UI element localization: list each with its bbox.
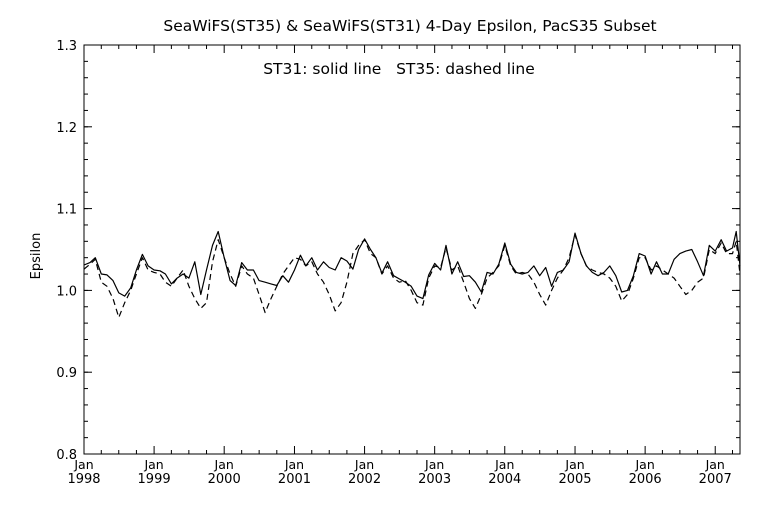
x-tick-year-label: 2003 [418, 472, 451, 487]
y-tick-label: 1.1 [56, 203, 77, 218]
x-tick-month-label: Jan [214, 457, 234, 472]
x-tick-year-label: 2007 [699, 472, 732, 487]
x-tick-month-label: Jan [634, 457, 654, 472]
x-tick-year-label: 1999 [138, 472, 171, 487]
x-tick-month-label: Jan [424, 457, 444, 472]
x-tick-year-label: 2004 [488, 472, 521, 487]
y-tick-label: 0.8 [56, 448, 77, 463]
x-tick-month-label: Jan [143, 457, 163, 472]
y-tick-label: 0.9 [56, 366, 77, 381]
chart-annotation: ST31: solid line ST35: dashed line [263, 60, 535, 78]
series-line-st31 [83, 230, 741, 300]
x-tick-month-label: Jan [354, 457, 374, 472]
chart-title: SeaWiFS(ST35) & SeaWiFS(ST31) 4-Day Epsi… [163, 17, 656, 35]
y-tick-label: 1.2 [56, 121, 77, 136]
series-layer [83, 230, 741, 318]
x-tick-month-label: Jan [564, 457, 584, 472]
x-axis: Jan1998Jan1999Jan2000Jan2001Jan2002Jan20… [67, 45, 734, 487]
x-tick-year-label: 2006 [629, 472, 662, 487]
x-tick-month-label: Jan [284, 457, 304, 472]
plot-frame [83, 44, 741, 455]
y-tick-label: 1.0 [56, 284, 77, 299]
x-tick-year-label: 2001 [278, 472, 311, 487]
x-tick-year-label: 2005 [558, 472, 591, 487]
x-tick-year-label: 2002 [348, 472, 381, 487]
x-tick-month-label: Jan [494, 457, 514, 472]
series-line-st35 [83, 234, 741, 318]
y-tick-label: 1.3 [56, 39, 77, 54]
x-tick-month-label: Jan [705, 457, 725, 472]
x-tick-month-label: Jan [73, 457, 93, 472]
x-tick-year-label: 1998 [67, 472, 100, 487]
y-axis-label: Epsilon [29, 233, 44, 280]
x-tick-year-label: 2000 [208, 472, 241, 487]
y-axis: 0.8 0.9 1.0 1.1 1.2 1.3 [56, 39, 740, 463]
